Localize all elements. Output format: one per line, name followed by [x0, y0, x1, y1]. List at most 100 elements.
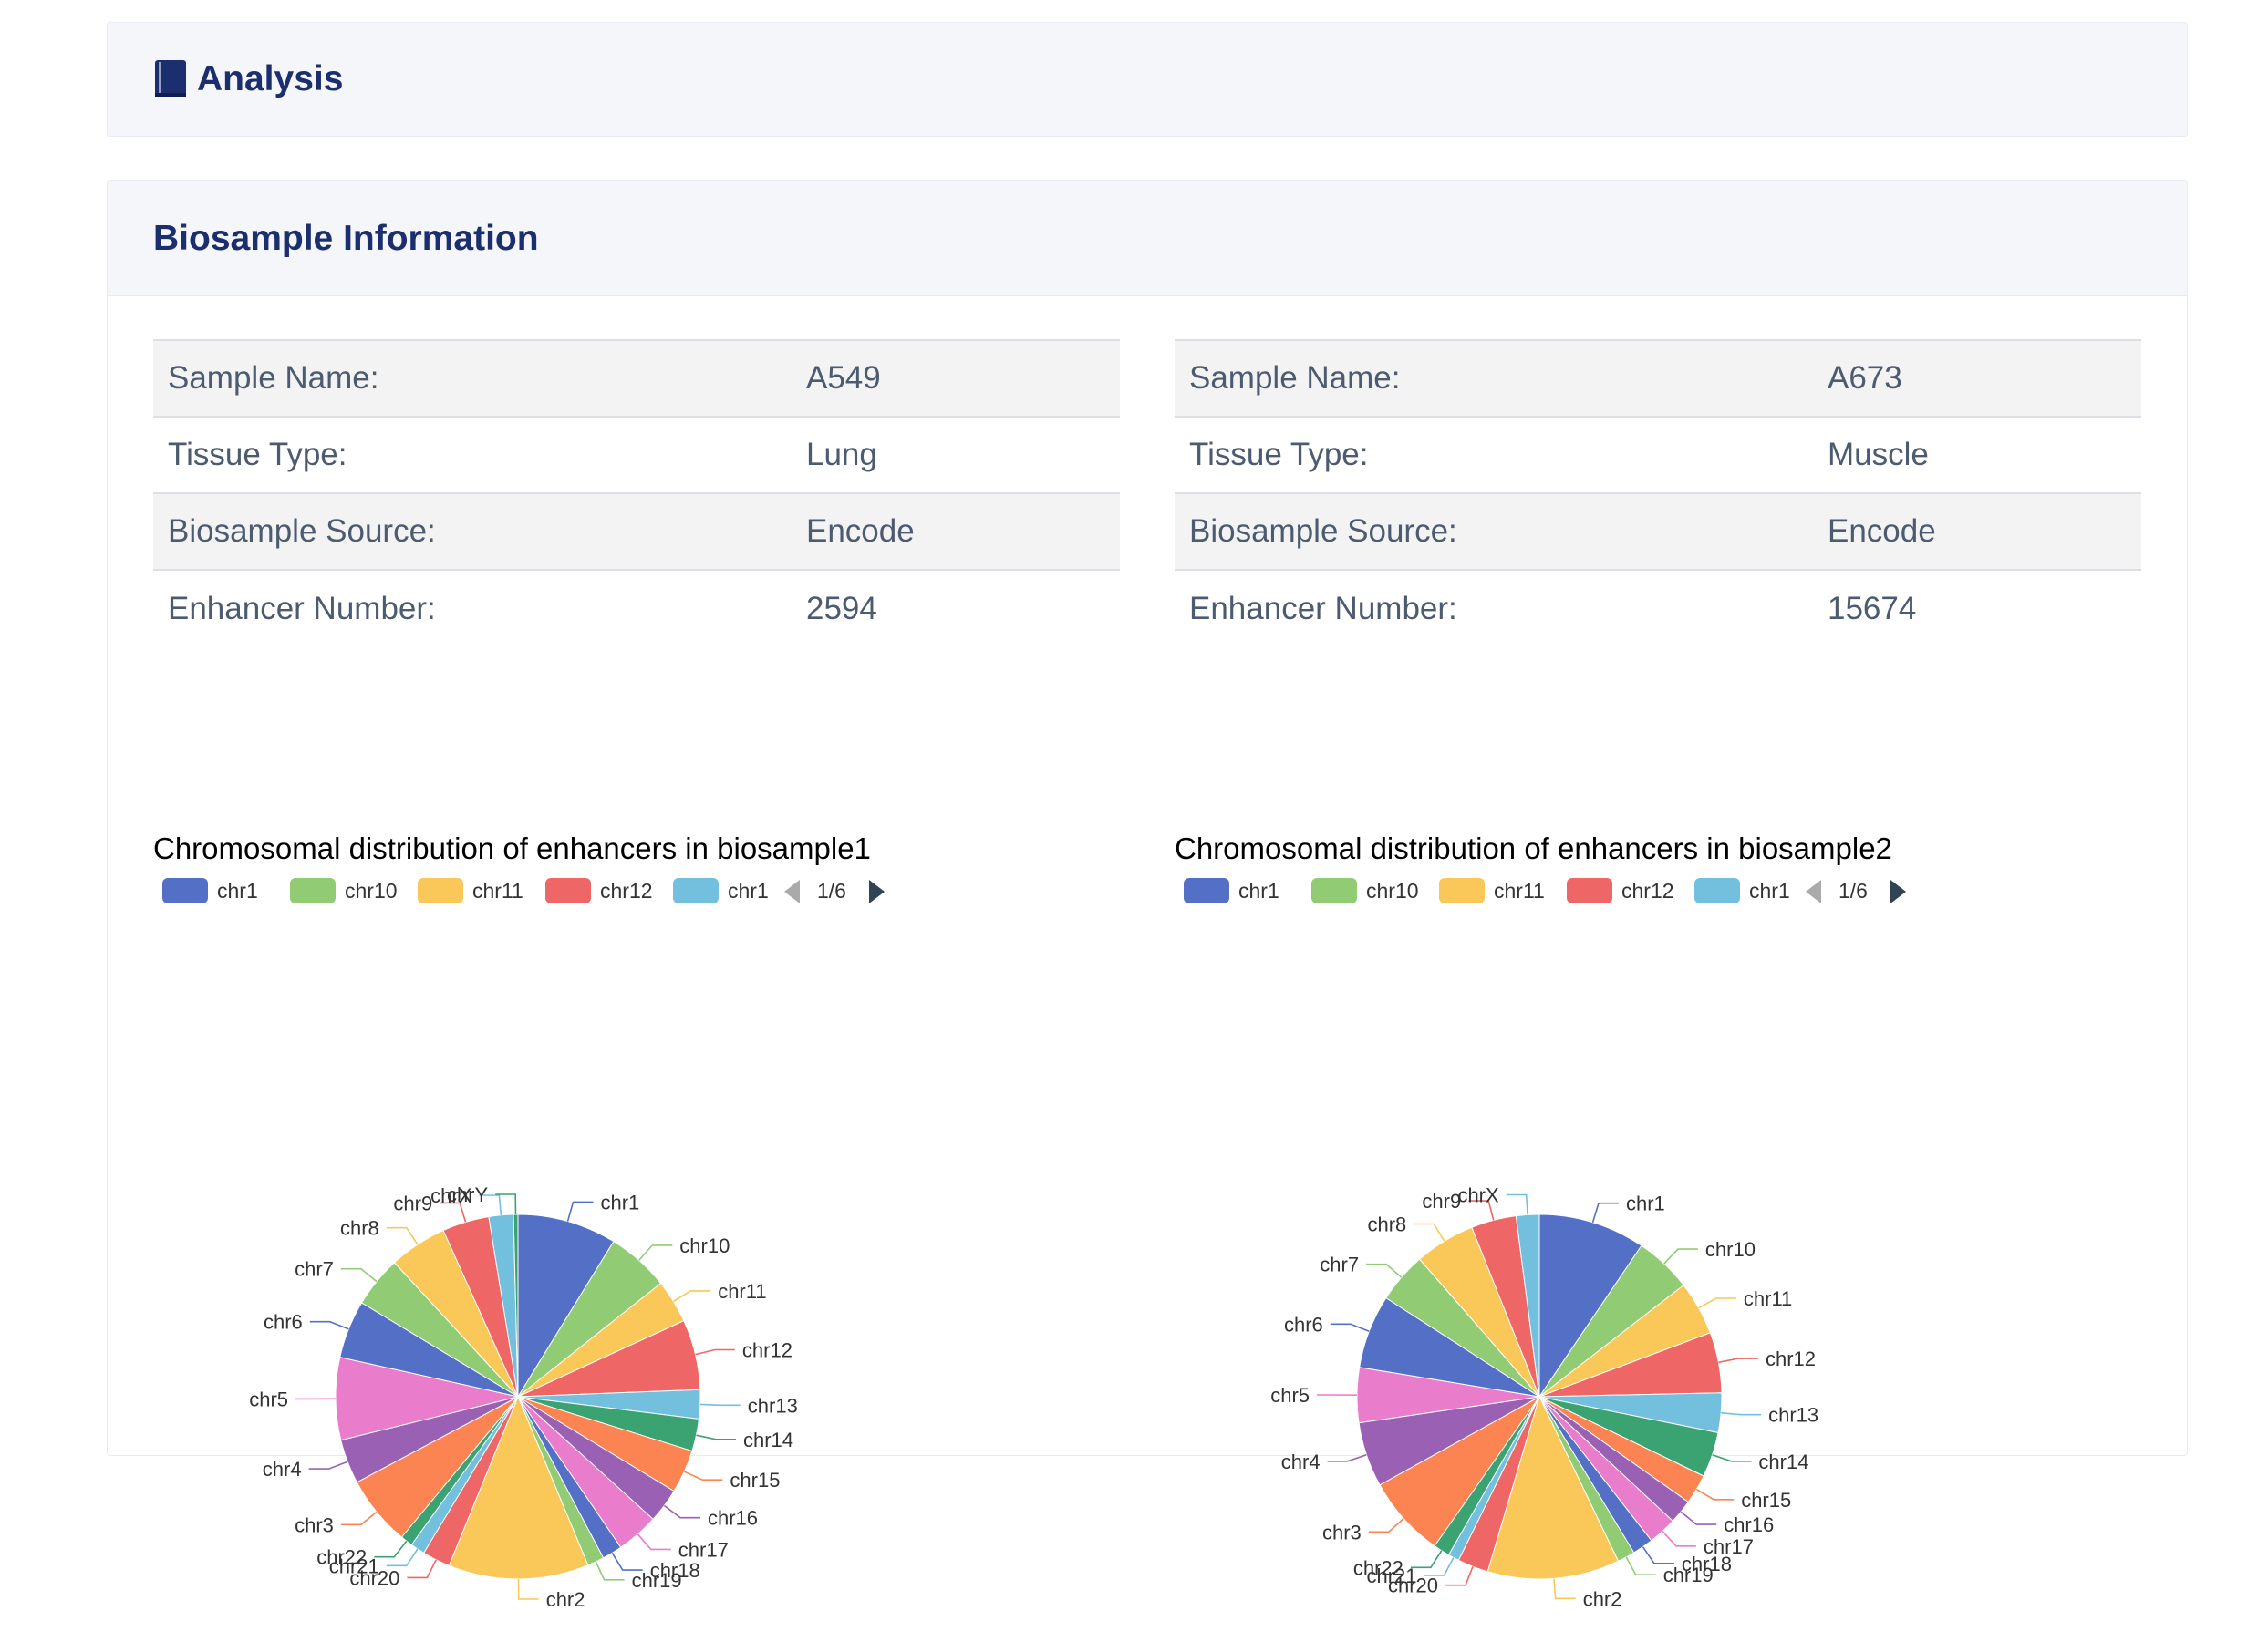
slice-label-line [596, 1562, 624, 1580]
slice-label: chr15 [1741, 1489, 1791, 1512]
sample-info-table: Sample Name: A549 Tissue Type: Lung Bios… [153, 339, 1120, 646]
slice-label: chr19 [1663, 1564, 1714, 1586]
slice-label: chr2 [546, 1588, 585, 1611]
slice-label-line [341, 1512, 377, 1524]
slice-label-line [684, 1471, 722, 1480]
slice-label-line [407, 1560, 436, 1578]
slice-label: chrX [1457, 1184, 1499, 1207]
slice-label-line [639, 1245, 673, 1261]
slice-label-line [637, 1534, 671, 1550]
slice-label-line [1445, 1566, 1473, 1585]
slice-label-line [696, 1350, 735, 1355]
slice-label: chr16 [1724, 1513, 1774, 1536]
row-value: 15674 [1828, 570, 2141, 646]
slice-label: chr11 [718, 1280, 766, 1303]
slice-label: chr14 [743, 1429, 793, 1451]
legend-swatch [1439, 878, 1485, 903]
slice-label-line [1369, 1519, 1403, 1533]
slice-label-line [1718, 1358, 1758, 1362]
legend-page-indicator: 1/6 [1839, 879, 1868, 903]
slice-label: chr9 [1422, 1190, 1461, 1213]
row-label: Sample Name: [1175, 340, 1828, 417]
legend-swatch [673, 878, 719, 903]
slice-label-line [387, 1228, 418, 1244]
slice-label-line [1366, 1265, 1402, 1277]
slice-label-line [341, 1269, 377, 1282]
legend-prev-page-icon[interactable] [1806, 880, 1821, 903]
slice-label: chr5 [249, 1388, 288, 1410]
table-row: Tissue Type: Muscle [1175, 417, 2141, 493]
slice-label-line [519, 1579, 539, 1599]
slice-label: chr13 [748, 1394, 798, 1417]
legend-label: chr1 [1749, 879, 1790, 903]
slice-label-line [1696, 1490, 1734, 1500]
legend-swatch [1184, 878, 1229, 903]
slice-label: chr6 [1284, 1313, 1323, 1336]
slice-label: chr22 [316, 1546, 367, 1569]
slice-label-line [1662, 1532, 1696, 1546]
slice-label: chr12 [1766, 1347, 1816, 1370]
book-icon [155, 60, 188, 98]
legend-label: chr12 [1621, 879, 1674, 903]
slice-label: chr4 [1281, 1451, 1321, 1473]
slice-label-line [495, 1194, 515, 1214]
table-row: Tissue Type: Lung [153, 417, 1120, 493]
table-row: Biosample Source: Encode [1175, 493, 2141, 570]
slice-label: chr22 [1353, 1556, 1403, 1579]
slice-label-line [700, 1404, 741, 1405]
slice-label: chr15 [730, 1469, 780, 1492]
card-header: Biosample Information [108, 181, 2187, 296]
legend-swatch [1567, 878, 1612, 903]
slice-label: chr17 [678, 1538, 729, 1561]
slice-label: chr3 [295, 1513, 334, 1536]
slice-label: chr10 [679, 1234, 730, 1257]
row-value: Encode [1828, 493, 2141, 570]
row-value: Encode [806, 493, 1120, 570]
legend-label: chr11 [472, 879, 523, 903]
legend-prev-page-icon[interactable] [784, 880, 800, 903]
slice-label-line [1331, 1324, 1370, 1331]
slice-label-line [1424, 1558, 1454, 1575]
table-row: Sample Name: A549 [153, 340, 1120, 417]
legend-swatch [162, 878, 208, 903]
slice-label: chr5 [1270, 1384, 1310, 1407]
legend-page-indicator: 1/6 [817, 879, 846, 903]
table-row: Enhancer Number: 15674 [1175, 570, 2141, 646]
slice-label: chr12 [742, 1339, 792, 1362]
slice-label-line [1643, 1547, 1674, 1564]
legend-label: chr1 [217, 879, 258, 903]
slice-label-line [1713, 1455, 1752, 1461]
chart-title: Chromosomal distribution of enhancers in… [153, 831, 871, 866]
legend-swatch [418, 878, 463, 903]
chart-title: Chromosomal distribution of enhancers in… [1175, 831, 1892, 866]
table-row: Biosample Source: Encode [153, 493, 1120, 570]
slice-label: chr7 [295, 1258, 334, 1281]
legend-next-page-icon[interactable] [1890, 880, 1906, 903]
row-label: Biosample Source: [153, 493, 806, 570]
sample-info-table: Sample Name: A673 Tissue Type: Muscle Bi… [1175, 339, 2141, 646]
enhancer-pie-chart: chr1chr10chr11chr12chr13chr14chr15chr16c… [153, 941, 883, 1652]
row-label: Enhancer Number: [153, 570, 806, 646]
slice-label-line [1593, 1203, 1620, 1223]
sample-column-2: Sample Name: A673 Tissue Type: Muscle Bi… [1175, 339, 2141, 646]
slice-label: chr1 [601, 1191, 640, 1213]
row-value: A549 [806, 340, 1120, 417]
slice-label: chr13 [1768, 1404, 1818, 1427]
legend-swatch [1311, 878, 1357, 903]
slice-label-line [1507, 1195, 1528, 1215]
legend-label: chr1 [728, 879, 769, 903]
row-label: Sample Name: [153, 340, 806, 417]
slice-label-line [674, 1291, 711, 1302]
row-label: Enhancer Number: [1175, 570, 1828, 646]
page-title: Analysis [197, 61, 343, 97]
slice-label-line [1554, 1578, 1576, 1598]
legend-label: chr10 [345, 879, 398, 903]
legend-next-page-icon[interactable] [869, 880, 885, 903]
slice-label: chr1 [1626, 1193, 1665, 1215]
slice-label-line [310, 1322, 349, 1329]
legend-swatch [545, 878, 591, 903]
slice-label: chr14 [1758, 1451, 1808, 1473]
slice-label: chrY [447, 1183, 489, 1206]
legend-label: chr10 [1366, 879, 1419, 903]
slice-label: chr9 [393, 1192, 432, 1214]
